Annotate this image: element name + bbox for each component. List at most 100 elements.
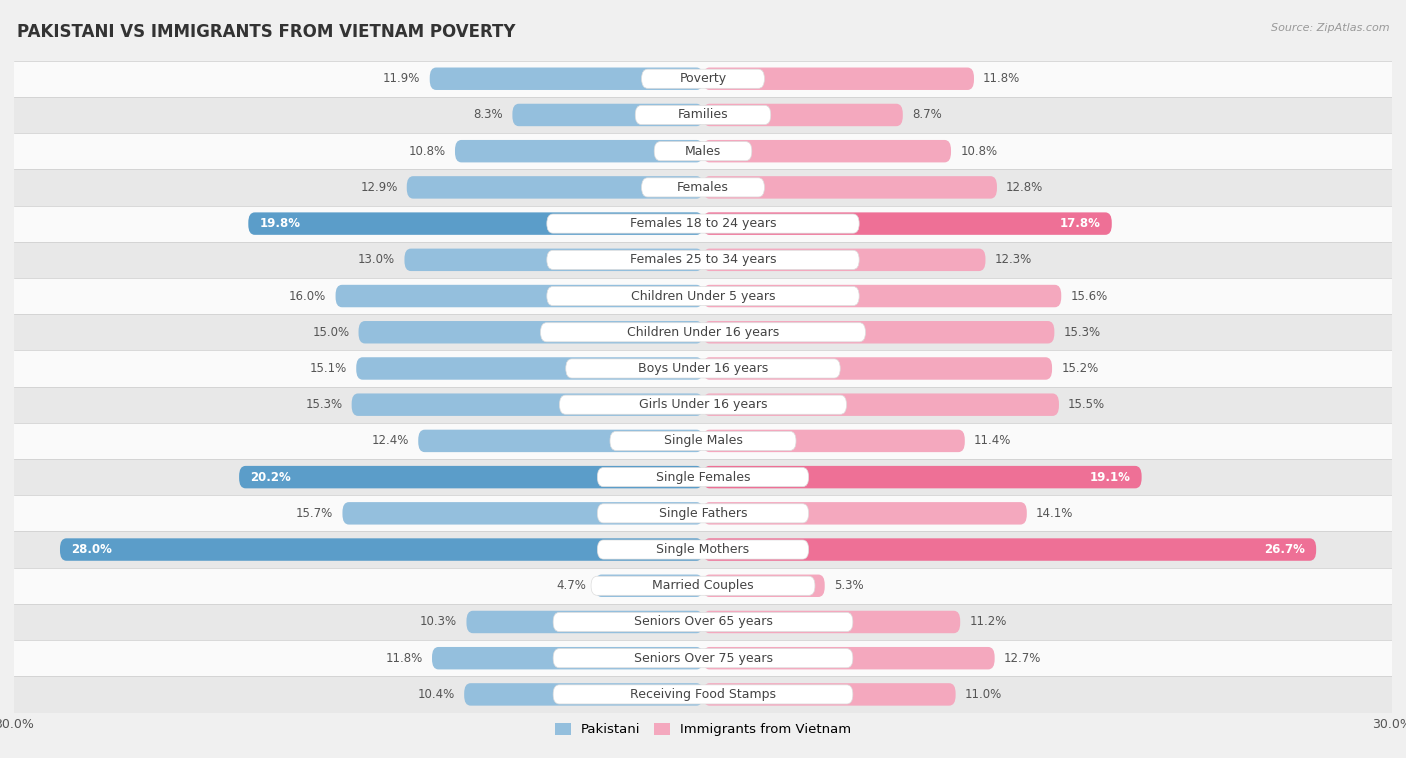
FancyBboxPatch shape bbox=[703, 466, 1142, 488]
FancyBboxPatch shape bbox=[703, 683, 956, 706]
FancyBboxPatch shape bbox=[406, 176, 703, 199]
Text: 8.7%: 8.7% bbox=[912, 108, 942, 121]
Text: Poverty: Poverty bbox=[679, 72, 727, 85]
FancyBboxPatch shape bbox=[249, 212, 703, 235]
FancyBboxPatch shape bbox=[540, 323, 866, 342]
FancyBboxPatch shape bbox=[547, 250, 859, 269]
Text: Females 25 to 34 years: Females 25 to 34 years bbox=[630, 253, 776, 266]
Text: 15.2%: 15.2% bbox=[1062, 362, 1098, 375]
FancyBboxPatch shape bbox=[703, 502, 1026, 525]
Bar bbox=[14, 205, 1392, 242]
Text: 19.8%: 19.8% bbox=[260, 217, 301, 230]
FancyBboxPatch shape bbox=[703, 285, 1062, 307]
FancyBboxPatch shape bbox=[703, 430, 965, 452]
FancyBboxPatch shape bbox=[359, 321, 703, 343]
Text: Single Fathers: Single Fathers bbox=[659, 507, 747, 520]
Text: 14.1%: 14.1% bbox=[1036, 507, 1073, 520]
Text: Children Under 5 years: Children Under 5 years bbox=[631, 290, 775, 302]
FancyBboxPatch shape bbox=[553, 685, 853, 704]
Text: 4.7%: 4.7% bbox=[555, 579, 586, 592]
Bar bbox=[14, 495, 1392, 531]
FancyBboxPatch shape bbox=[654, 142, 752, 161]
Text: 15.7%: 15.7% bbox=[297, 507, 333, 520]
Bar bbox=[14, 604, 1392, 640]
FancyBboxPatch shape bbox=[432, 647, 703, 669]
Bar bbox=[14, 531, 1392, 568]
Text: 15.1%: 15.1% bbox=[309, 362, 347, 375]
FancyBboxPatch shape bbox=[547, 214, 859, 233]
Text: Married Couples: Married Couples bbox=[652, 579, 754, 592]
Text: 11.2%: 11.2% bbox=[969, 615, 1007, 628]
Bar bbox=[14, 459, 1392, 495]
Text: Girls Under 16 years: Girls Under 16 years bbox=[638, 398, 768, 411]
Text: 11.4%: 11.4% bbox=[974, 434, 1011, 447]
FancyBboxPatch shape bbox=[405, 249, 703, 271]
Bar bbox=[14, 61, 1392, 97]
FancyBboxPatch shape bbox=[703, 538, 1316, 561]
Bar bbox=[14, 133, 1392, 169]
Text: 15.6%: 15.6% bbox=[1070, 290, 1108, 302]
Text: 10.8%: 10.8% bbox=[960, 145, 997, 158]
Text: 13.0%: 13.0% bbox=[359, 253, 395, 266]
FancyBboxPatch shape bbox=[430, 67, 703, 90]
Text: Males: Males bbox=[685, 145, 721, 158]
Text: Single Females: Single Females bbox=[655, 471, 751, 484]
Legend: Pakistani, Immigrants from Vietnam: Pakistani, Immigrants from Vietnam bbox=[550, 718, 856, 742]
FancyBboxPatch shape bbox=[464, 683, 703, 706]
FancyBboxPatch shape bbox=[60, 538, 703, 561]
Bar bbox=[14, 278, 1392, 314]
Text: Females: Females bbox=[678, 181, 728, 194]
Text: Single Mothers: Single Mothers bbox=[657, 543, 749, 556]
Text: 11.8%: 11.8% bbox=[983, 72, 1021, 85]
Text: 28.0%: 28.0% bbox=[72, 543, 112, 556]
Text: 12.9%: 12.9% bbox=[360, 181, 398, 194]
Text: 12.4%: 12.4% bbox=[371, 434, 409, 447]
FancyBboxPatch shape bbox=[547, 287, 859, 305]
Text: 16.0%: 16.0% bbox=[290, 290, 326, 302]
FancyBboxPatch shape bbox=[598, 540, 808, 559]
FancyBboxPatch shape bbox=[553, 649, 853, 668]
FancyBboxPatch shape bbox=[703, 393, 1059, 416]
Text: 10.4%: 10.4% bbox=[418, 688, 456, 701]
Text: Boys Under 16 years: Boys Under 16 years bbox=[638, 362, 768, 375]
Bar bbox=[14, 314, 1392, 350]
Bar bbox=[14, 423, 1392, 459]
FancyBboxPatch shape bbox=[703, 647, 994, 669]
Text: Source: ZipAtlas.com: Source: ZipAtlas.com bbox=[1271, 23, 1389, 33]
Text: 20.2%: 20.2% bbox=[250, 471, 291, 484]
Text: 17.8%: 17.8% bbox=[1059, 217, 1101, 230]
Text: 12.3%: 12.3% bbox=[994, 253, 1032, 266]
Text: 26.7%: 26.7% bbox=[1264, 543, 1305, 556]
FancyBboxPatch shape bbox=[703, 357, 1052, 380]
FancyBboxPatch shape bbox=[703, 176, 997, 199]
Bar bbox=[14, 640, 1392, 676]
Text: Seniors Over 75 years: Seniors Over 75 years bbox=[634, 652, 772, 665]
Text: Single Males: Single Males bbox=[664, 434, 742, 447]
FancyBboxPatch shape bbox=[598, 468, 808, 487]
FancyBboxPatch shape bbox=[553, 612, 853, 631]
Text: Children Under 16 years: Children Under 16 years bbox=[627, 326, 779, 339]
Bar bbox=[14, 676, 1392, 713]
Bar bbox=[14, 350, 1392, 387]
FancyBboxPatch shape bbox=[352, 393, 703, 416]
Text: 11.8%: 11.8% bbox=[385, 652, 423, 665]
FancyBboxPatch shape bbox=[703, 104, 903, 126]
FancyBboxPatch shape bbox=[418, 430, 703, 452]
Bar bbox=[14, 387, 1392, 423]
Bar bbox=[14, 97, 1392, 133]
Text: 19.1%: 19.1% bbox=[1090, 471, 1130, 484]
Text: Seniors Over 65 years: Seniors Over 65 years bbox=[634, 615, 772, 628]
Text: 11.9%: 11.9% bbox=[384, 72, 420, 85]
FancyBboxPatch shape bbox=[512, 104, 703, 126]
Text: 15.0%: 15.0% bbox=[312, 326, 349, 339]
FancyBboxPatch shape bbox=[343, 502, 703, 525]
Text: PAKISTANI VS IMMIGRANTS FROM VIETNAM POVERTY: PAKISTANI VS IMMIGRANTS FROM VIETNAM POV… bbox=[17, 23, 516, 41]
Text: 12.7%: 12.7% bbox=[1004, 652, 1042, 665]
FancyBboxPatch shape bbox=[598, 504, 808, 523]
FancyBboxPatch shape bbox=[239, 466, 703, 488]
FancyBboxPatch shape bbox=[356, 357, 703, 380]
Text: Families: Families bbox=[678, 108, 728, 121]
FancyBboxPatch shape bbox=[595, 575, 703, 597]
FancyBboxPatch shape bbox=[565, 359, 841, 378]
Text: 15.3%: 15.3% bbox=[1063, 326, 1101, 339]
